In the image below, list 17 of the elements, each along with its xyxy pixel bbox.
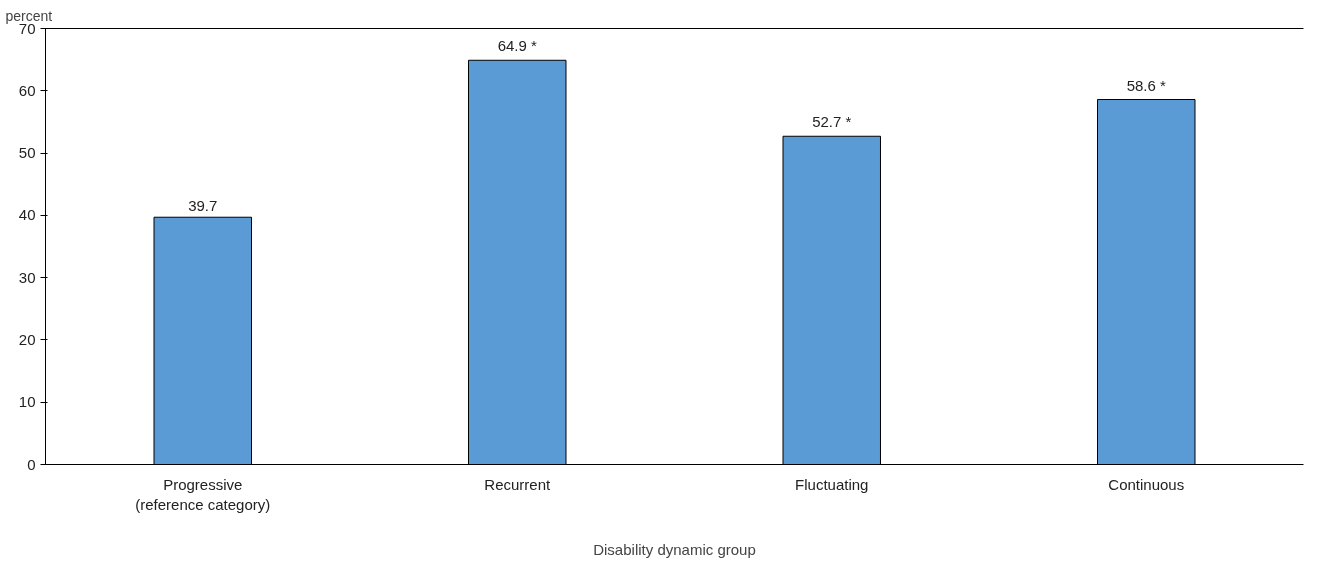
y-tick-label: 0 bbox=[27, 455, 36, 473]
x-tick-label: Continuous bbox=[1108, 475, 1185, 493]
data-label: 58.6 * bbox=[1126, 76, 1167, 94]
data-label: 52.7 * bbox=[812, 113, 852, 131]
x-tick-label: Fluctuating bbox=[795, 475, 869, 493]
data-label: 64.9 * bbox=[497, 37, 538, 55]
y-tick-label: 30 bbox=[18, 268, 36, 286]
y-tick-label: 40 bbox=[18, 206, 36, 224]
y-axis-title: percent bbox=[5, 7, 53, 24]
y-tick-label: 50 bbox=[18, 144, 36, 162]
x-axis-title: Disability dynamic group bbox=[593, 540, 756, 558]
x-tick-label: Progressive (reference category) bbox=[135, 475, 271, 513]
y-tick-label: 20 bbox=[18, 330, 36, 348]
x-tick-label: Recurrent bbox=[484, 475, 552, 493]
y-tick-label: 60 bbox=[18, 81, 36, 99]
y-tick-label: 10 bbox=[18, 393, 36, 411]
data-label: 39.7 bbox=[188, 197, 218, 215]
